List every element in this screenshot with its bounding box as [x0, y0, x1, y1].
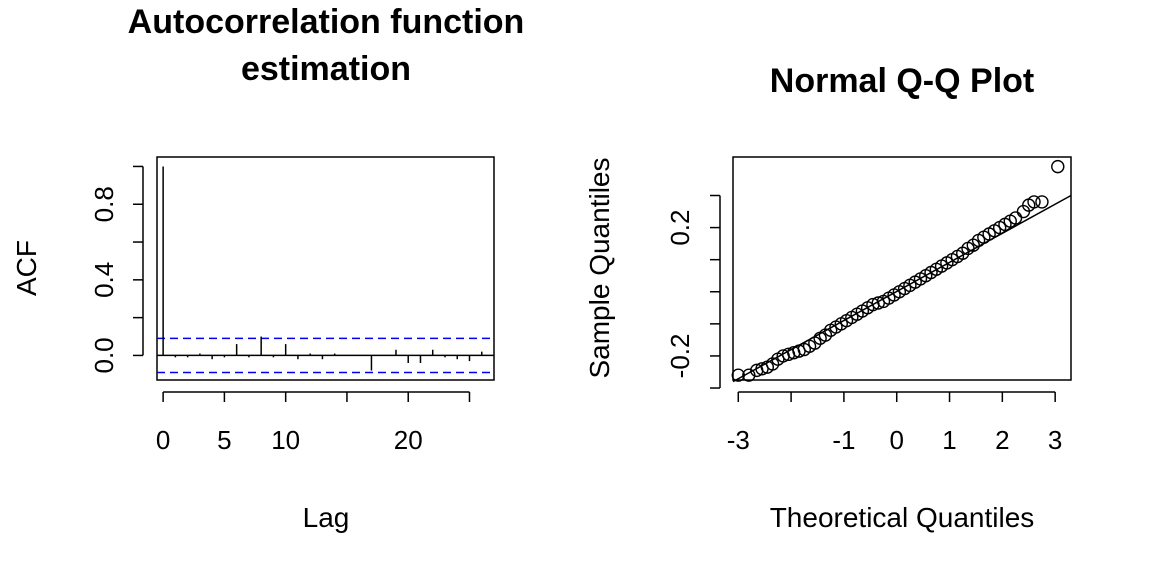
qq-point [731, 368, 745, 382]
qq-x-axis-label: Theoretical Quantiles [770, 502, 1035, 533]
qq-x-tick-label: 3 [1048, 425, 1062, 455]
acf-y-tick-label: 0.8 [89, 186, 119, 222]
qq-panel: Normal Q-Q Plot -3 -1 0 1 2 3 -0.2 0.2 Theoret… [584, 62, 1072, 533]
qq-y-tick-label: 0.2 [665, 210, 695, 246]
qq-point [1051, 159, 1065, 174]
acf-x-tick-label: 10 [271, 425, 300, 455]
qq-point [1027, 195, 1041, 209]
acf-y-tick-label: 0.0 [89, 337, 119, 373]
qq-x-tick-label: -3 [727, 425, 750, 455]
acf-x-tick-label: 20 [394, 425, 423, 455]
acf-x-axis-label: Lag [303, 502, 350, 533]
qq-point [1035, 195, 1049, 209]
qq-x-tick-label: 0 [889, 425, 903, 455]
qq-x-tick-label: -1 [832, 425, 855, 455]
acf-x-tick-label: 0 [156, 425, 170, 455]
qq-x-tick-label: 2 [995, 425, 1009, 455]
qq-y-tick-label: -0.2 [665, 334, 695, 379]
qq-x-tick-label: 1 [942, 425, 956, 455]
qq-reference-line [732, 194, 1072, 383]
acf-title-line-1: Autocorrelation function [128, 3, 525, 41]
acf-panel: Autocorrelation function estimation 0 5 10… [11, 3, 524, 533]
acf-y-tick-label: 0.4 [89, 262, 119, 298]
acf-plot-frame [156, 156, 495, 381]
qq-point [742, 368, 756, 382]
acf-y-axis: 0.0 0.4 0.8 [89, 165, 144, 374]
acf-plot-content [157, 166, 494, 374]
acf-y-axis-label: ACF [11, 240, 42, 296]
acf-x-tick-label: 5 [217, 425, 231, 455]
acf-title-line-2: estimation [241, 50, 411, 88]
qq-plot-content [731, 159, 1072, 383]
qq-y-axis: -0.2 0.2 [665, 194, 721, 389]
qq-x-axis: -3 -1 0 1 2 3 [727, 391, 1062, 455]
qq-plot-frame [732, 156, 1072, 381]
qq-y-axis-label: Sample Quantiles [584, 157, 615, 378]
acf-x-axis: 0 5 10 20 [156, 391, 471, 455]
qq-title: Normal Q-Q Plot [770, 62, 1034, 100]
